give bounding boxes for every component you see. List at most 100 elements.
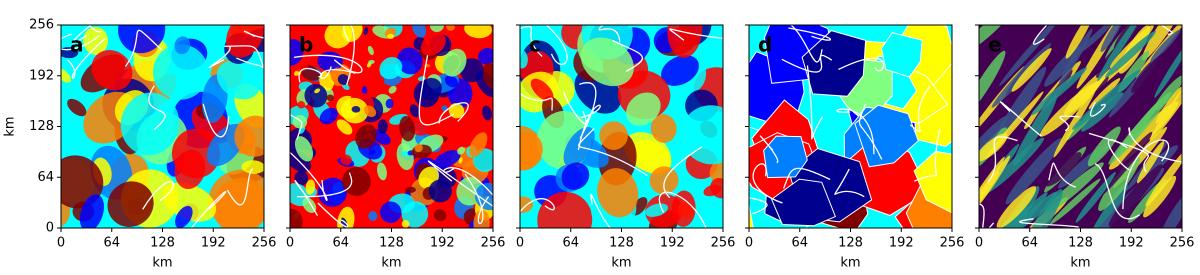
- boundary: [224, 45, 264, 71]
- boundary: [520, 92, 553, 111]
- x-tick-label: 64: [103, 236, 120, 251]
- x-tick-label: 0: [975, 236, 983, 251]
- blob: [464, 25, 492, 39]
- boundary: [298, 67, 322, 83]
- blob: [1005, 137, 1063, 205]
- boundary: [781, 54, 833, 73]
- boundary: [578, 127, 648, 177]
- blob: [107, 181, 154, 227]
- x-tick-label: 128: [838, 236, 863, 251]
- blob: [520, 49, 528, 69]
- blob: [216, 60, 260, 100]
- boundary: [913, 128, 941, 182]
- boundary: [782, 167, 831, 189]
- boundary: [577, 104, 601, 151]
- blob: [83, 26, 109, 55]
- blob: [433, 150, 461, 169]
- boundary: [834, 168, 865, 198]
- y-tick-label: 192: [29, 68, 54, 83]
- blob: [1080, 76, 1109, 122]
- boundary: [1128, 127, 1182, 163]
- blob: [241, 160, 264, 174]
- blob: [1136, 141, 1165, 184]
- image: [520, 25, 723, 228]
- x-tick-label: 128: [379, 236, 404, 251]
- x-tick-label: 192: [889, 236, 914, 251]
- x-tick-label: 256: [711, 236, 736, 251]
- boundary: [1048, 162, 1077, 188]
- boundary: [1122, 139, 1170, 210]
- blob: [314, 88, 321, 94]
- boundary: [148, 85, 166, 131]
- blob: [703, 184, 722, 197]
- blob: [1158, 191, 1182, 228]
- x-axis-label: km: [1070, 256, 1090, 271]
- x-tick-label: 192: [201, 236, 226, 251]
- image: [749, 25, 952, 228]
- blob: [597, 168, 639, 218]
- x-tick-label: 64: [791, 236, 808, 251]
- blob: [428, 179, 452, 203]
- image: [979, 25, 1182, 228]
- blob: [537, 191, 593, 228]
- x-tick-label: 64: [562, 236, 579, 251]
- boundary: [1019, 218, 1080, 228]
- x-tick-label: 0: [745, 236, 753, 251]
- blob: [520, 131, 543, 171]
- boundary: [1089, 102, 1106, 117]
- blob: [1045, 25, 1095, 71]
- blob: [1059, 28, 1093, 85]
- blob: [1065, 25, 1094, 59]
- blob: [326, 94, 334, 102]
- blob: [444, 75, 458, 88]
- x-tick-label: 192: [1119, 236, 1144, 251]
- image: [61, 25, 264, 228]
- boundary: [208, 45, 231, 68]
- blob: [457, 146, 466, 155]
- blob: [414, 143, 423, 153]
- blob: [649, 166, 679, 195]
- segment: [763, 135, 808, 179]
- x-tick-label: 192: [660, 236, 685, 251]
- blob: [337, 74, 350, 85]
- blob: [1131, 50, 1169, 93]
- blob: [294, 136, 314, 162]
- blob: [1088, 77, 1121, 110]
- boundary: [788, 27, 831, 41]
- blob: [355, 124, 377, 149]
- blob: [396, 142, 414, 171]
- boundary: [987, 136, 1018, 183]
- blob: [411, 25, 427, 38]
- x-tick-label: 64: [332, 236, 349, 251]
- x-tick-label: 256: [252, 236, 277, 251]
- blob: [477, 48, 493, 65]
- panel-label: b: [299, 33, 313, 57]
- boundary: [806, 65, 824, 140]
- boundary: [61, 33, 100, 51]
- boundary: [669, 28, 723, 41]
- blob: [1044, 46, 1081, 87]
- x-tick-label: 0: [57, 236, 65, 251]
- boundary: [443, 167, 493, 197]
- boundary: [663, 146, 703, 199]
- blob: [367, 45, 374, 56]
- blob: [1005, 25, 1051, 67]
- blob: [458, 157, 463, 164]
- blob: [363, 27, 369, 35]
- blob: [433, 209, 447, 222]
- x-tick-label: 0: [516, 236, 524, 251]
- blob: [1045, 152, 1082, 187]
- blob: [385, 98, 394, 109]
- blob: [469, 132, 488, 157]
- blob: [174, 36, 191, 55]
- blob: [174, 149, 206, 190]
- blob: [409, 104, 420, 118]
- blob: [599, 121, 628, 150]
- boundary: [142, 181, 175, 210]
- blob: [376, 76, 385, 86]
- blob: [1072, 69, 1141, 130]
- blob: [399, 115, 416, 142]
- blob: [660, 55, 699, 86]
- boundary: [124, 29, 162, 67]
- blob: [305, 179, 316, 195]
